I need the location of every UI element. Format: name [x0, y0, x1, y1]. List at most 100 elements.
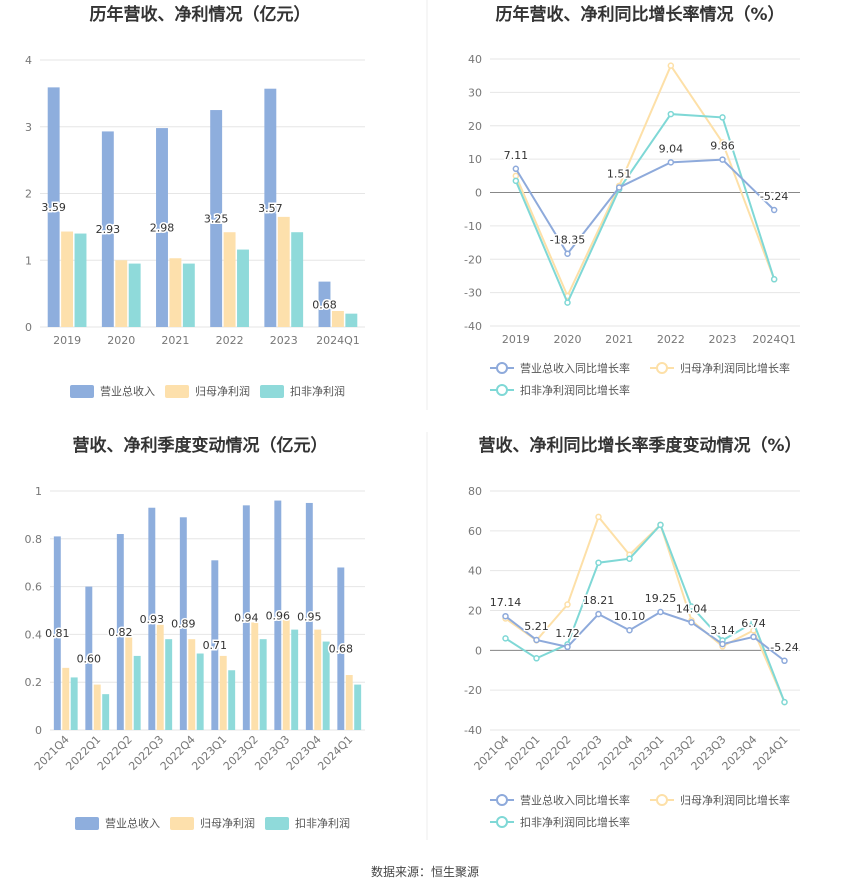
quarterly-revenue-profit-bar-chart: 营收、净利季度变动情况（亿元）00.20.40.60.812021Q42022Q… — [25, 435, 365, 830]
legend-marker — [496, 384, 508, 396]
x-tick-label: 2019 — [502, 333, 530, 346]
data-label: 6.74 — [741, 617, 766, 630]
x-tick-label: 2019 — [53, 334, 81, 347]
data-label: 0.93 — [140, 613, 165, 626]
bar — [148, 507, 156, 730]
data-label: 18.21 — [583, 594, 615, 607]
series-line — [504, 610, 786, 662]
bar — [228, 670, 236, 730]
series-line — [504, 522, 786, 703]
data-point — [688, 619, 695, 626]
data-label: -18.35 — [550, 234, 585, 247]
y-tick-label: 0 — [25, 321, 32, 334]
data-point — [626, 626, 633, 634]
y-tick-label: 60 — [468, 525, 482, 538]
data-label: 0.71 — [203, 639, 228, 652]
bar — [318, 281, 331, 327]
legend-marker — [496, 362, 508, 374]
y-tick-label: 0 — [475, 644, 482, 657]
legend-label: 归母净利润 — [195, 384, 250, 398]
y-tick-label: 1 — [25, 254, 32, 267]
data-point — [750, 619, 757, 626]
y-tick-label: 10 — [468, 153, 482, 166]
data-label: 17.14 — [490, 596, 522, 609]
y-tick-label: -20 — [464, 684, 482, 697]
data-label: 3.14 — [710, 624, 735, 637]
bar — [62, 667, 70, 730]
series-line — [514, 158, 775, 256]
y-tick-label: 2 — [25, 188, 32, 201]
legend-label: 归母净利润同比增长率 — [680, 361, 790, 375]
bar — [219, 655, 227, 730]
bar — [345, 675, 353, 730]
data-point — [667, 62, 675, 69]
data-label: 1.51 — [607, 167, 632, 180]
legend-label: 扣非净利润 — [295, 816, 350, 830]
data-label: 0.81 — [45, 627, 70, 640]
bar — [128, 263, 141, 327]
bar — [116, 534, 124, 730]
data-label: 9.86 — [710, 140, 735, 153]
data-point — [719, 156, 726, 163]
legend-label: 扣非净利润同比增长率 — [520, 383, 630, 397]
y-tick-label: 3 — [25, 121, 32, 134]
y-tick-label: 40 — [468, 565, 482, 578]
y-tick-label: -20 — [464, 253, 482, 266]
legend-label: 营业总收入同比增长率 — [520, 361, 630, 375]
y-tick-label: 40 — [468, 53, 482, 66]
bar — [156, 128, 168, 327]
data-point — [626, 555, 633, 562]
data-label: -5.24 — [770, 641, 798, 654]
bar — [251, 622, 259, 730]
bar — [182, 263, 195, 327]
y-tick-label: 20 — [468, 605, 482, 618]
data-point — [770, 206, 778, 214]
bar — [102, 694, 110, 730]
data-point — [667, 110, 675, 118]
data-point — [512, 165, 520, 173]
legend-swatch — [260, 385, 284, 398]
data-label: 10.10 — [614, 610, 646, 623]
legend-marker — [496, 816, 508, 828]
bar — [188, 639, 196, 730]
data-label: 3.57 — [258, 202, 283, 215]
data-point — [657, 608, 664, 616]
chart-title: 营收、净利同比增长率季度变动情况（%） — [478, 435, 801, 456]
y-tick-label: 0 — [475, 187, 482, 200]
bar — [354, 684, 362, 730]
bar — [85, 586, 93, 730]
x-tick-label: 2024Q1 — [752, 333, 796, 346]
bar — [264, 88, 277, 327]
data-label: 3.25 — [204, 213, 229, 226]
data-point — [750, 633, 757, 641]
y-tick-label: 0.6 — [25, 581, 43, 594]
x-tick-label: 2023 — [709, 333, 737, 346]
data-label: 0.68 — [312, 298, 337, 311]
data-point — [657, 521, 664, 529]
data-label: 0.95 — [297, 610, 322, 623]
data-point — [564, 299, 571, 306]
bar — [53, 536, 61, 730]
x-tick-label: 2020 — [554, 333, 582, 346]
series-line — [514, 113, 776, 306]
data-label: 0.89 — [171, 618, 196, 631]
data-point — [502, 635, 509, 642]
data-label: 19.25 — [645, 592, 677, 605]
x-tick-label: 2024Q1 — [751, 733, 791, 773]
data-point — [512, 172, 520, 180]
bar — [259, 639, 267, 730]
data-label: 7.11 — [504, 149, 529, 162]
x-tick-label: 2021 — [605, 333, 633, 346]
data-point — [781, 698, 788, 706]
data-label: 14.04 — [676, 602, 708, 615]
bar — [169, 258, 182, 327]
bar — [331, 310, 344, 327]
data-point — [595, 610, 602, 618]
data-label: 2.98 — [150, 222, 175, 235]
x-tick-label: 2021 — [161, 334, 189, 347]
bar — [74, 233, 87, 327]
data-point — [719, 114, 726, 121]
legend-marker — [656, 362, 668, 374]
bar — [345, 313, 358, 327]
bar — [322, 641, 330, 730]
